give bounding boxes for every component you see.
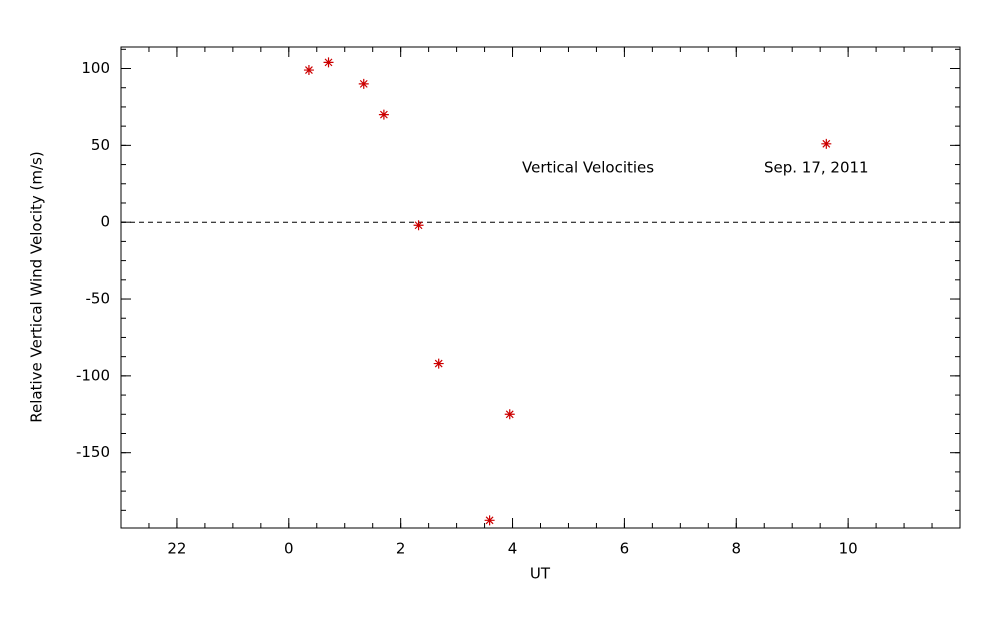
x-tick-label: 22 — [167, 540, 186, 558]
y-tick-label: 0 — [100, 213, 110, 231]
y-tick-label: 50 — [91, 136, 110, 154]
x-axis-label: UT — [530, 565, 551, 583]
data-point — [821, 138, 832, 149]
x-tick-label: 6 — [620, 540, 630, 558]
y-tick-label: 100 — [81, 59, 110, 77]
x-tick-label: 8 — [731, 540, 741, 558]
data-point — [323, 57, 334, 68]
x-tick-label: 10 — [839, 540, 858, 558]
y-axis-label: Relative Vertical Wind Velocity (m/s) — [28, 151, 46, 422]
annotation: Vertical Velocities — [522, 159, 654, 177]
x-tick-label: 0 — [284, 540, 294, 558]
data-point — [413, 220, 424, 231]
data-point — [504, 409, 515, 420]
x-tick-label: 4 — [508, 540, 518, 558]
x-tick-label: 2 — [396, 540, 406, 558]
data-point — [358, 78, 369, 89]
y-tick-label: -50 — [86, 290, 111, 308]
data-point — [484, 515, 495, 526]
y-tick-label: -100 — [76, 366, 110, 384]
data-point — [378, 109, 389, 120]
data-point — [303, 65, 314, 76]
data-point — [433, 358, 444, 369]
plot-frame — [120, 46, 961, 529]
y-tick-label: -150 — [76, 443, 110, 461]
annotation: Sep. 17, 2011 — [764, 159, 869, 177]
